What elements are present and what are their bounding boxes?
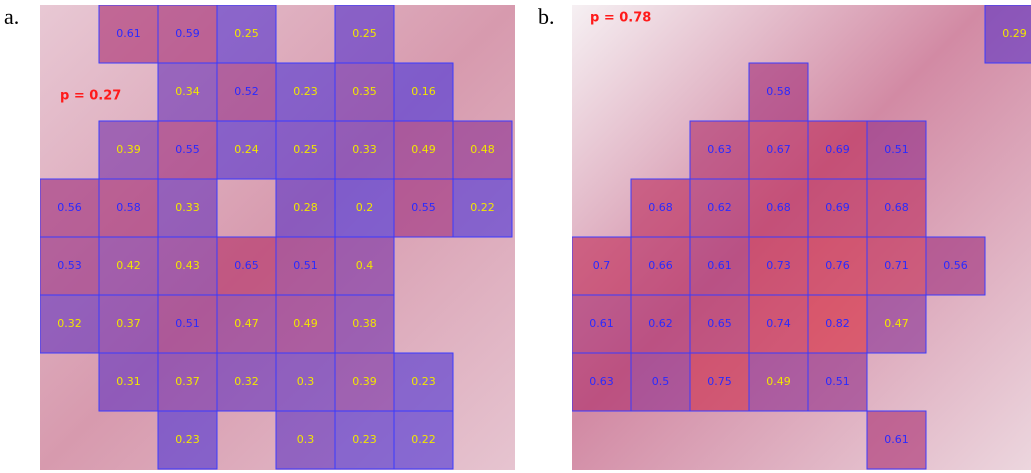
tile-value: 0.22 [411,433,436,446]
tile-value: 0.28 [293,201,318,214]
tile-value: 0.51 [175,317,200,330]
tile-value: 0.67 [766,143,791,156]
tile-value: 0.23 [293,85,318,98]
tile-value: 0.58 [116,201,141,214]
tile-value: 0.23 [411,375,436,388]
tile-value: 0.4 [356,259,374,272]
tile-value: 0.58 [766,85,791,98]
tile-value: 0.62 [648,317,673,330]
tile-value: 0.51 [884,143,909,156]
tile-value: 0.2 [356,201,374,214]
tile-value: 0.25 [234,27,259,40]
tile-value: 0.65 [234,259,259,272]
tile-value: 0.29 [1002,27,1027,40]
tile-value: 0.55 [175,143,200,156]
tile-value: 0.34 [175,85,200,98]
tile-value: 0.31 [116,375,141,388]
tile-value: 0.48 [470,143,495,156]
tile-value: 0.51 [293,259,318,272]
tile-value: 0.42 [116,259,141,272]
tile-value: 0.25 [293,143,318,156]
tile-value: 0.3 [297,433,315,446]
tile-value: 0.25 [352,27,377,40]
tile-value: 0.32 [234,375,259,388]
tile-value: 0.68 [648,201,673,214]
tile-value: 0.66 [648,259,673,272]
tile-value: 0.49 [766,375,791,388]
tile-value: 0.32 [57,317,82,330]
p-annotation: p = 0.78 [590,11,651,26]
tile-value: 0.47 [884,317,909,330]
tile-value: 0.52 [234,85,259,98]
tile-value: 0.3 [297,375,315,388]
tile-value: 0.82 [825,317,850,330]
tile-value: 0.68 [766,201,791,214]
tile-value: 0.56 [57,201,82,214]
tile-value: 0.71 [884,259,909,272]
tile-value: 0.61 [589,317,614,330]
tile-value: 0.56 [943,259,968,272]
tile-value: 0.61 [884,433,909,446]
tile-value: 0.69 [825,201,850,214]
tile-value: 0.75 [707,375,732,388]
tile-value: 0.5 [652,375,670,388]
tile-value: 0.47 [234,317,259,330]
tile-value: 0.33 [352,143,377,156]
tile-value: 0.68 [884,201,909,214]
figure: 0.61 0.59 0.25 0.25 0.34 0.52 0.23 0.35 0.16 0.39… [0,0,1031,473]
tile-value: 0.22 [470,201,495,214]
tile-value: 0.62 [707,201,732,214]
tile-value: 0.59 [175,27,200,40]
tile-value: 0.61 [116,27,141,40]
tile-value: 0.53 [57,259,82,272]
tile-value: 0.37 [175,375,200,388]
tile-value: 0.39 [352,375,377,388]
panel-label: b. [538,4,555,29]
tile-value: 0.73 [766,259,791,272]
tile-value: 0.35 [352,85,377,98]
tile-value: 0.61 [707,259,732,272]
tile-value: 0.63 [707,143,732,156]
tile-value: 0.49 [411,143,436,156]
tile-value: 0.39 [116,143,141,156]
tile-value: 0.7 [593,259,611,272]
tile-value: 0.55 [411,201,436,214]
tile-value: 0.63 [589,375,614,388]
tile-value: 0.74 [766,317,791,330]
tile-value: 0.16 [411,85,436,98]
tile-value: 0.49 [293,317,318,330]
tile-value: 0.69 [825,143,850,156]
p-annotation: p = 0.27 [60,89,121,104]
tile-value: 0.23 [175,433,200,446]
tile-value: 0.24 [234,143,259,156]
tile-value: 0.51 [825,375,850,388]
panel-label: a. [4,4,19,29]
tile-value: 0.37 [116,317,141,330]
tile-value: 0.33 [175,201,200,214]
tile-value: 0.65 [707,317,732,330]
tile-value: 0.38 [352,317,377,330]
tile-value: 0.23 [352,433,377,446]
tile-value: 0.43 [175,259,200,272]
tile-value: 0.76 [825,259,850,272]
